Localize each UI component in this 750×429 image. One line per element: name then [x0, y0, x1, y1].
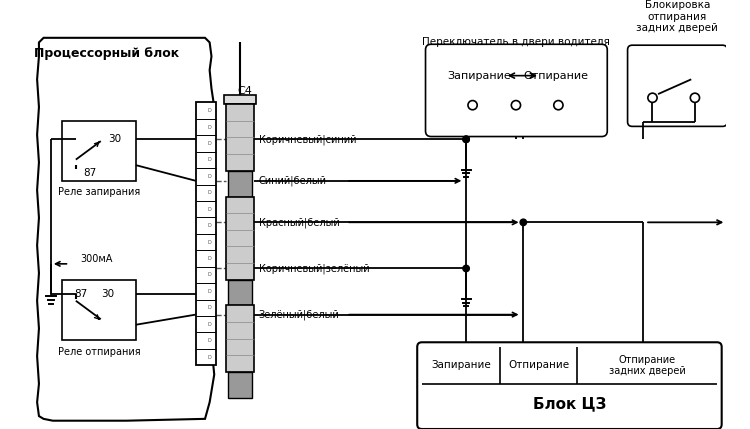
Circle shape — [463, 265, 470, 272]
Text: 87: 87 — [83, 169, 96, 178]
Circle shape — [690, 93, 700, 103]
Bar — [226, 104, 254, 171]
Text: D: D — [208, 272, 212, 278]
Text: Зелёный|белый: Зелёный|белый — [259, 309, 339, 320]
FancyBboxPatch shape — [425, 44, 608, 136]
Text: Отпирание: Отпирание — [508, 360, 569, 370]
Text: Отпирание: Отпирание — [523, 71, 588, 81]
Text: D: D — [208, 289, 212, 294]
Text: Блокировка
отпирания
задних дверей: Блокировка отпирания задних дверей — [637, 0, 718, 33]
Text: D: D — [208, 108, 212, 113]
Circle shape — [648, 93, 657, 103]
Circle shape — [463, 136, 470, 142]
Bar — [62, 281, 136, 341]
Text: Запирание: Запирание — [447, 71, 511, 81]
Text: D: D — [208, 124, 212, 130]
Bar — [228, 171, 252, 196]
Text: D: D — [208, 239, 212, 245]
Circle shape — [463, 136, 470, 142]
Text: D: D — [208, 157, 212, 163]
Text: D: D — [208, 207, 212, 212]
Text: Красный|белый: Красный|белый — [259, 217, 339, 228]
Bar — [196, 103, 216, 366]
Text: Коричневый|зелёный: Коричневый|зелёный — [259, 263, 369, 274]
FancyBboxPatch shape — [417, 342, 722, 429]
Text: С4: С4 — [237, 86, 252, 97]
Text: D: D — [208, 256, 212, 261]
Bar — [224, 95, 256, 104]
Bar — [226, 196, 254, 280]
Text: 30: 30 — [108, 134, 122, 144]
Text: D: D — [208, 305, 212, 310]
Text: D: D — [208, 322, 212, 327]
Circle shape — [520, 219, 526, 226]
Text: D: D — [208, 190, 212, 195]
Text: Коричневый|синий: Коричневый|синий — [259, 134, 356, 145]
FancyBboxPatch shape — [628, 45, 728, 127]
Text: D: D — [208, 355, 212, 360]
Circle shape — [468, 100, 477, 110]
Text: Переключатель в двери водителя: Переключатель в двери водителя — [422, 37, 610, 48]
Text: 87: 87 — [74, 289, 87, 299]
Text: Процессорный блок: Процессорный блок — [34, 47, 178, 60]
Text: Блок ЦЗ: Блок ЦЗ — [532, 396, 606, 411]
Circle shape — [512, 100, 520, 110]
Bar — [226, 305, 254, 372]
Text: Запирание: Запирание — [431, 360, 491, 370]
Bar — [228, 372, 252, 398]
Text: D: D — [208, 174, 212, 179]
Text: Реле отпирания: Реле отпирания — [58, 347, 140, 356]
Text: Реле запирания: Реле запирания — [58, 187, 140, 197]
Text: Синий|белый: Синий|белый — [259, 175, 326, 186]
Circle shape — [554, 100, 563, 110]
Text: 30: 30 — [101, 289, 115, 299]
Text: D: D — [208, 223, 212, 228]
Text: Отпирание
задних дверей: Отпирание задних дверей — [608, 354, 686, 376]
Text: D: D — [208, 141, 212, 146]
Bar — [228, 280, 252, 305]
Text: D: D — [208, 338, 212, 343]
PathPatch shape — [37, 38, 214, 421]
Text: 300мА: 300мА — [80, 254, 112, 264]
Bar — [62, 121, 136, 181]
